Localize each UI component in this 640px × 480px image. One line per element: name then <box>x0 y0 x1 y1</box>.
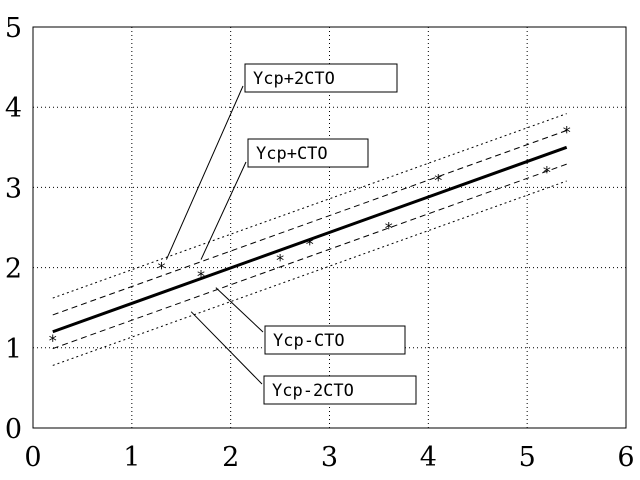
annotation-label: Ycp-2CTO <box>272 381 354 401</box>
annotation-leader <box>165 85 244 260</box>
data-point: * <box>157 259 165 278</box>
data-point: * <box>276 251 284 270</box>
y-tick-label: 3 <box>5 173 22 204</box>
confidence-bands <box>52 113 567 366</box>
x-tick-label: 5 <box>519 442 536 473</box>
annotation-box <box>263 375 417 405</box>
x-tick-label: 1 <box>123 442 140 473</box>
y-tick-label: 2 <box>5 254 22 285</box>
annotations: Ycp+2CTO Ycp+CTO Ycp-CTO Ycp-2CTO <box>165 63 417 405</box>
data-point: * <box>49 331 57 350</box>
annotation-leader <box>190 311 263 385</box>
annotation-leader <box>200 161 247 260</box>
annotation-leader <box>215 287 264 333</box>
annotation-box <box>247 138 369 168</box>
band-line <box>52 129 567 316</box>
y-tick-label: 4 <box>5 93 22 124</box>
y-tick-label: 5 <box>5 13 22 44</box>
band-line <box>52 163 567 350</box>
x-tick-label: 6 <box>617 442 634 473</box>
data-point: * <box>306 235 314 254</box>
y-tick-label: 1 <box>5 334 22 365</box>
data-point: * <box>197 267 205 286</box>
data-point: * <box>385 219 393 238</box>
x-tick-label: 0 <box>24 442 41 473</box>
x-tick-label: 3 <box>321 442 338 473</box>
fit-line <box>52 145 568 334</box>
annotation-box <box>264 325 406 355</box>
band-line <box>52 113 567 299</box>
annotation-box <box>244 63 398 93</box>
tick-labels: 0 1 2 3 4 5 6 0 1 2 3 4 5 <box>5 13 635 473</box>
annotation-label: Ycp+CTO <box>256 144 328 164</box>
data-points: * * * * * * * * * <box>49 122 571 350</box>
annotation-label: Ycp+2CTO <box>253 69 335 89</box>
data-point: * <box>543 162 551 181</box>
data-point: * <box>434 170 442 189</box>
y-tick-label: 0 <box>5 414 22 445</box>
band-line <box>52 180 567 366</box>
x-tick-label: 2 <box>222 442 239 473</box>
x-tick-label: 4 <box>420 442 437 473</box>
annotation-label: Ycp-CTO <box>273 331 345 351</box>
data-point: * <box>563 122 571 141</box>
fit-line-group <box>52 145 568 334</box>
